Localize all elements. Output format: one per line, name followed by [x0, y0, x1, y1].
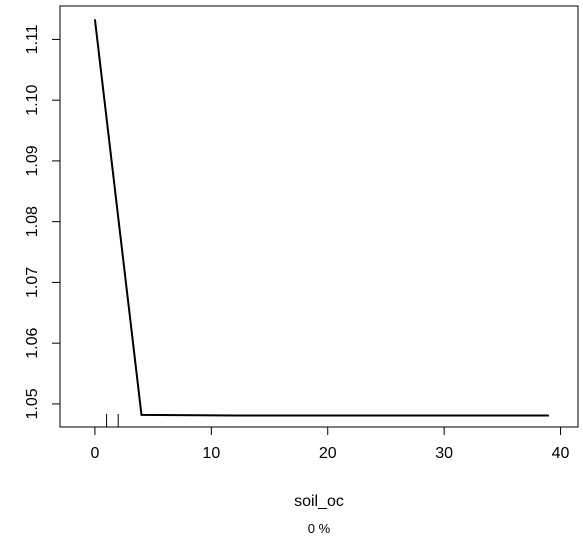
x-tick-label: 0 [90, 445, 99, 462]
y-tick-label: 1.07 [24, 267, 41, 298]
plot-area-frame [59, 5, 579, 428]
y-tick-label: 1.08 [24, 206, 41, 237]
y-tick-label: 1.05 [24, 388, 41, 419]
x-axis: 0 10 20 30 40 [90, 427, 570, 462]
x-axis-label: soil_oc [294, 493, 344, 510]
series-line [93, 19, 549, 417]
y-tick-label: 1.06 [24, 327, 41, 358]
y-tick-label: 1.10 [24, 84, 41, 115]
x-tick-label: 10 [202, 445, 220, 462]
rug-marks [106, 414, 119, 427]
y-tick-label: 1.09 [24, 145, 41, 176]
x-tick-label: 30 [435, 445, 453, 462]
y-tick-label: 1.11 [24, 24, 41, 54]
y-axis: 1.05 1.06 1.07 1.08 1.09 1.10 1.11 [24, 24, 60, 419]
x-tick-label: 20 [319, 445, 337, 462]
subtitle: 0 % [308, 521, 331, 536]
x-tick-label: 40 [552, 445, 570, 462]
